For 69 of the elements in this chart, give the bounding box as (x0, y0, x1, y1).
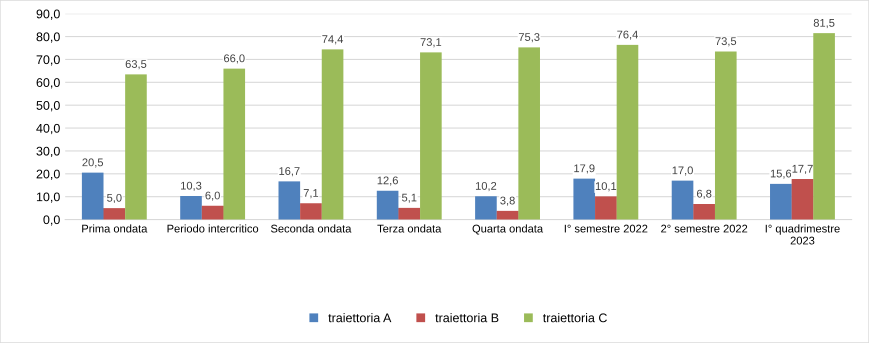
data-label: 73,1 (420, 38, 442, 48)
x-tick-label: Seconda ondata (270, 224, 352, 233)
bar (672, 180, 694, 220)
data-label: 74,4 (322, 35, 344, 44)
data-label: 5,1 (402, 194, 416, 203)
bar (202, 206, 224, 220)
y-tick-label: 10,0 (36, 192, 60, 203)
data-label: 20,5 (82, 158, 104, 168)
data-label: 5,0 (107, 194, 122, 204)
x-tick-label: Terza ondata (377, 224, 442, 233)
bar (475, 196, 497, 220)
bar (573, 178, 596, 220)
y-tick-label: 0,0 (43, 215, 60, 226)
bar (82, 172, 104, 220)
data-label: 15,6 (770, 170, 792, 179)
y-tick-label: 70,0 (36, 55, 60, 66)
data-label: 73,5 (716, 37, 736, 46)
bar (398, 208, 420, 220)
bar (180, 196, 202, 220)
legend-label: traiettoria A (328, 313, 392, 322)
y-tick-label: 80,0 (36, 32, 60, 43)
data-label: 6,8 (697, 190, 712, 199)
data-label: 66,0 (224, 54, 245, 64)
x-tick-label: Quarta ondata (472, 224, 544, 235)
data-label: 12,6 (378, 176, 398, 186)
x-tick-label: I° semestre 2022 (564, 224, 648, 233)
data-label: 75,3 (518, 33, 540, 42)
x-tick-label: Periodo intercritico (168, 224, 258, 233)
y-tick-label: 60,0 (36, 78, 60, 88)
bar (595, 196, 617, 220)
bar (278, 181, 300, 220)
bar (300, 203, 322, 220)
bar (496, 210, 518, 220)
data-label: 63,5 (126, 60, 146, 70)
data-label: 10,2 (476, 182, 496, 192)
x-tick-label: I° quadrimestre 2023 (766, 224, 840, 245)
bar (420, 52, 442, 220)
y-tick-label: 40,0 (36, 124, 60, 134)
bar (813, 33, 835, 220)
legend-label: traiettoria B (435, 313, 498, 322)
y-tick-label: 20,0 (36, 170, 60, 180)
bar (376, 190, 398, 220)
bar (125, 74, 147, 220)
data-label: 10,3 (181, 182, 202, 191)
data-label: 10,1 (596, 182, 616, 192)
data-label: 17,7 (792, 164, 813, 174)
data-label: 76,4 (617, 30, 638, 40)
y-tick-label: 30,0 (36, 146, 60, 158)
bar (714, 51, 737, 220)
bar (693, 204, 715, 220)
bar (518, 47, 540, 220)
bar (223, 68, 246, 220)
bar (616, 44, 638, 220)
x-tick-label: Prima ondata (82, 224, 148, 233)
data-label: 7,1 (304, 189, 318, 198)
data-label: 6,0 (205, 192, 220, 201)
data-label: 16,7 (279, 167, 300, 176)
bar (792, 179, 814, 220)
x-tick-label: 2° semestre 2022 (661, 224, 748, 233)
y-tick-label: 50,0 (36, 100, 60, 112)
legend-label: traiettoria C (542, 313, 607, 322)
data-label: 81,5 (814, 18, 834, 28)
bar (104, 208, 126, 220)
bar (322, 49, 344, 220)
data-label: 3,8 (500, 196, 515, 206)
data-label: 17,0 (672, 166, 693, 176)
data-label: 17,9 (574, 164, 595, 174)
y-tick-label: 90,0 (36, 10, 60, 20)
bar (770, 184, 792, 220)
